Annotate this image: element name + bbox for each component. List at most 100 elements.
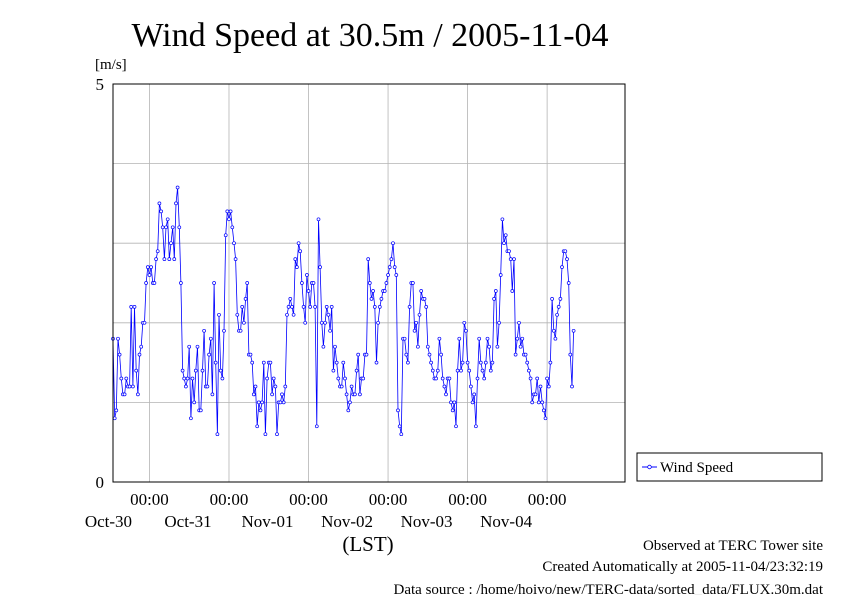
- data-point: [228, 209, 233, 214]
- data-point: [210, 392, 215, 397]
- data-point: [396, 408, 400, 413]
- data-point: [397, 424, 402, 429]
- data-point: [157, 201, 162, 206]
- data-point: [245, 281, 250, 285]
- data-point: [131, 384, 135, 389]
- data-point: [286, 305, 291, 309]
- data-point: [235, 312, 240, 317]
- data-point: [374, 360, 379, 365]
- x-tick-date: Nov-04: [480, 512, 532, 531]
- data-point: [240, 305, 245, 309]
- data-point: [291, 312, 296, 317]
- data-point: [399, 432, 404, 437]
- data-point: [305, 273, 309, 277]
- data-point: [343, 376, 347, 381]
- data-point: [116, 336, 120, 341]
- data-point: [134, 368, 139, 373]
- data-point: [348, 400, 352, 405]
- data-point: [112, 416, 117, 421]
- data-point: [341, 360, 346, 365]
- data-point: [416, 344, 420, 349]
- data-point: [152, 281, 157, 285]
- data-point: [217, 312, 221, 317]
- x-tick-time: 00:00: [369, 490, 408, 509]
- data-point: [170, 225, 175, 230]
- data-point: [510, 289, 515, 293]
- data-point: [280, 392, 284, 397]
- plot-frame: [112, 83, 626, 483]
- data-point: [475, 376, 480, 381]
- data-point: [202, 328, 206, 333]
- data-point: [528, 376, 533, 381]
- data-point: [439, 352, 443, 357]
- data-point: [165, 217, 170, 222]
- data-point: [513, 352, 518, 357]
- data-point: [308, 305, 313, 309]
- data-point: [326, 312, 331, 317]
- data-point: [488, 368, 493, 373]
- data-point: [174, 201, 178, 206]
- data-point: [223, 233, 228, 238]
- data-point: [273, 384, 278, 389]
- data-point: [570, 384, 574, 389]
- data-point: [525, 360, 530, 365]
- footer-created: Created Automatically at 2005-11-04/23:3…: [542, 559, 823, 575]
- data-point: [563, 249, 568, 254]
- data-point: [444, 392, 448, 397]
- data-point: [303, 320, 308, 325]
- data-point: [137, 352, 142, 357]
- data-point: [425, 344, 430, 349]
- data-point: [192, 400, 197, 405]
- data-point: [477, 336, 482, 341]
- y-axis-unit-label: [m/s]: [95, 57, 127, 73]
- data-point: [324, 305, 329, 309]
- data-point: [455, 368, 460, 373]
- data-point: [346, 408, 351, 413]
- data-point: [215, 432, 220, 437]
- data-point: [490, 360, 495, 365]
- data-point: [497, 320, 501, 325]
- x-axis-label: (LST): [342, 532, 393, 556]
- data-point: [435, 368, 440, 373]
- data-point: [535, 376, 540, 381]
- data-point: [474, 424, 478, 429]
- footer-data-source: Data source : /home/hoivo/new/TERC-data/…: [394, 582, 824, 595]
- x-tick-date: Nov-03: [401, 512, 453, 531]
- data-point: [508, 257, 513, 261]
- data-point: [507, 249, 511, 254]
- data-point: [411, 281, 415, 285]
- data-point: [119, 376, 124, 381]
- data-point: [117, 352, 122, 357]
- data-point: [364, 352, 369, 357]
- data-point: [336, 376, 341, 381]
- x-tick-date: Nov-01: [242, 512, 294, 531]
- data-point: [333, 344, 337, 349]
- data-point: [195, 344, 200, 349]
- data-point: [154, 257, 158, 261]
- data-point: [485, 336, 490, 341]
- x-tick-time: 00:00: [528, 490, 567, 509]
- data-point: [132, 305, 137, 309]
- data-point: [334, 360, 339, 365]
- data-point: [193, 368, 198, 373]
- data-point: [180, 368, 185, 373]
- data-point: [367, 281, 372, 285]
- data-point: [366, 257, 371, 261]
- data-point: [311, 281, 316, 285]
- data-point: [198, 408, 203, 413]
- data-point: [261, 360, 266, 365]
- data-point: [190, 376, 195, 381]
- data-point: [129, 305, 134, 309]
- data-point: [147, 273, 152, 277]
- data-point: [482, 376, 487, 381]
- data-point: [155, 249, 160, 254]
- data-point: [392, 265, 397, 269]
- footer-site: Observed at TERC Tower site: [643, 538, 823, 554]
- data-point: [434, 376, 438, 381]
- data-point: [149, 265, 153, 269]
- data-point: [492, 297, 496, 301]
- data-point: [339, 384, 344, 389]
- data-point: [288, 297, 293, 301]
- data-point: [175, 185, 180, 190]
- data-point: [185, 376, 190, 381]
